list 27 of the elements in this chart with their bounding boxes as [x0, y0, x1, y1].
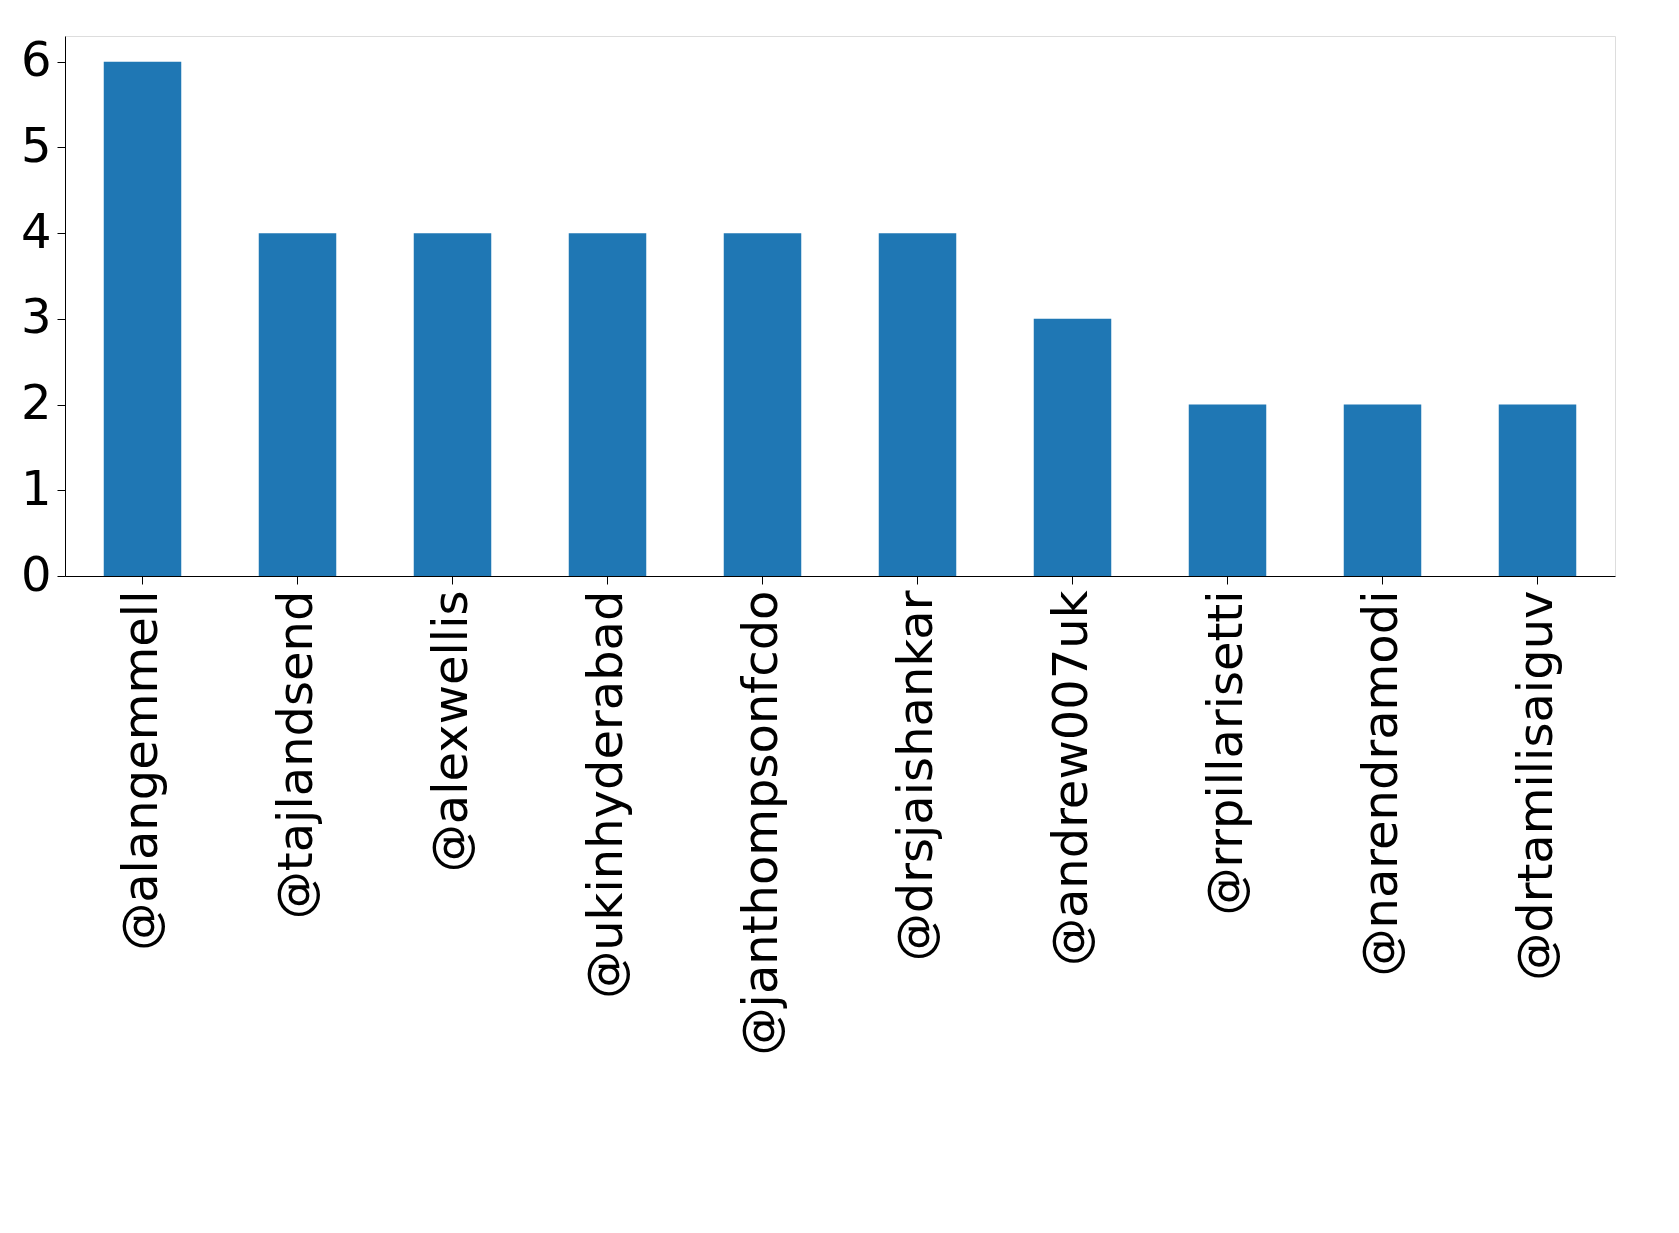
bar [1188, 404, 1267, 576]
x-tick-label: @drsjaishankar [886, 590, 943, 962]
y-tick-label: 5 [20, 116, 52, 173]
x-tick-label: @tajlandsend [266, 590, 323, 920]
y-tick-label: 4 [20, 202, 52, 259]
y-tick-label: 6 [20, 31, 52, 88]
x-tick-label: @andrew007uk [1041, 590, 1098, 967]
x-tick-label: @rrpillarisetti [1196, 590, 1253, 916]
x-tick-label: @drtamilisaiguv [1506, 590, 1563, 981]
x-tick-label: @janthompsonfcdo [731, 590, 788, 1056]
bar [568, 233, 647, 576]
bar [878, 233, 957, 576]
bar [258, 233, 337, 576]
bar [1033, 318, 1112, 576]
bar [1498, 404, 1577, 576]
bar [723, 233, 802, 576]
x-tick-label: @alexwellis [421, 590, 478, 873]
y-tick-label: 0 [20, 545, 52, 602]
y-tick-label: 2 [20, 374, 52, 431]
x-tick-label: @narendramodi [1351, 590, 1408, 977]
y-tick-label: 1 [20, 459, 52, 516]
bar [413, 233, 492, 576]
bar [103, 61, 182, 576]
y-tick-label: 3 [20, 288, 52, 345]
x-tick-label: @alangemmell [111, 590, 168, 951]
bar [1343, 404, 1422, 576]
x-tick-label: @ukinhyderabad [576, 590, 633, 999]
